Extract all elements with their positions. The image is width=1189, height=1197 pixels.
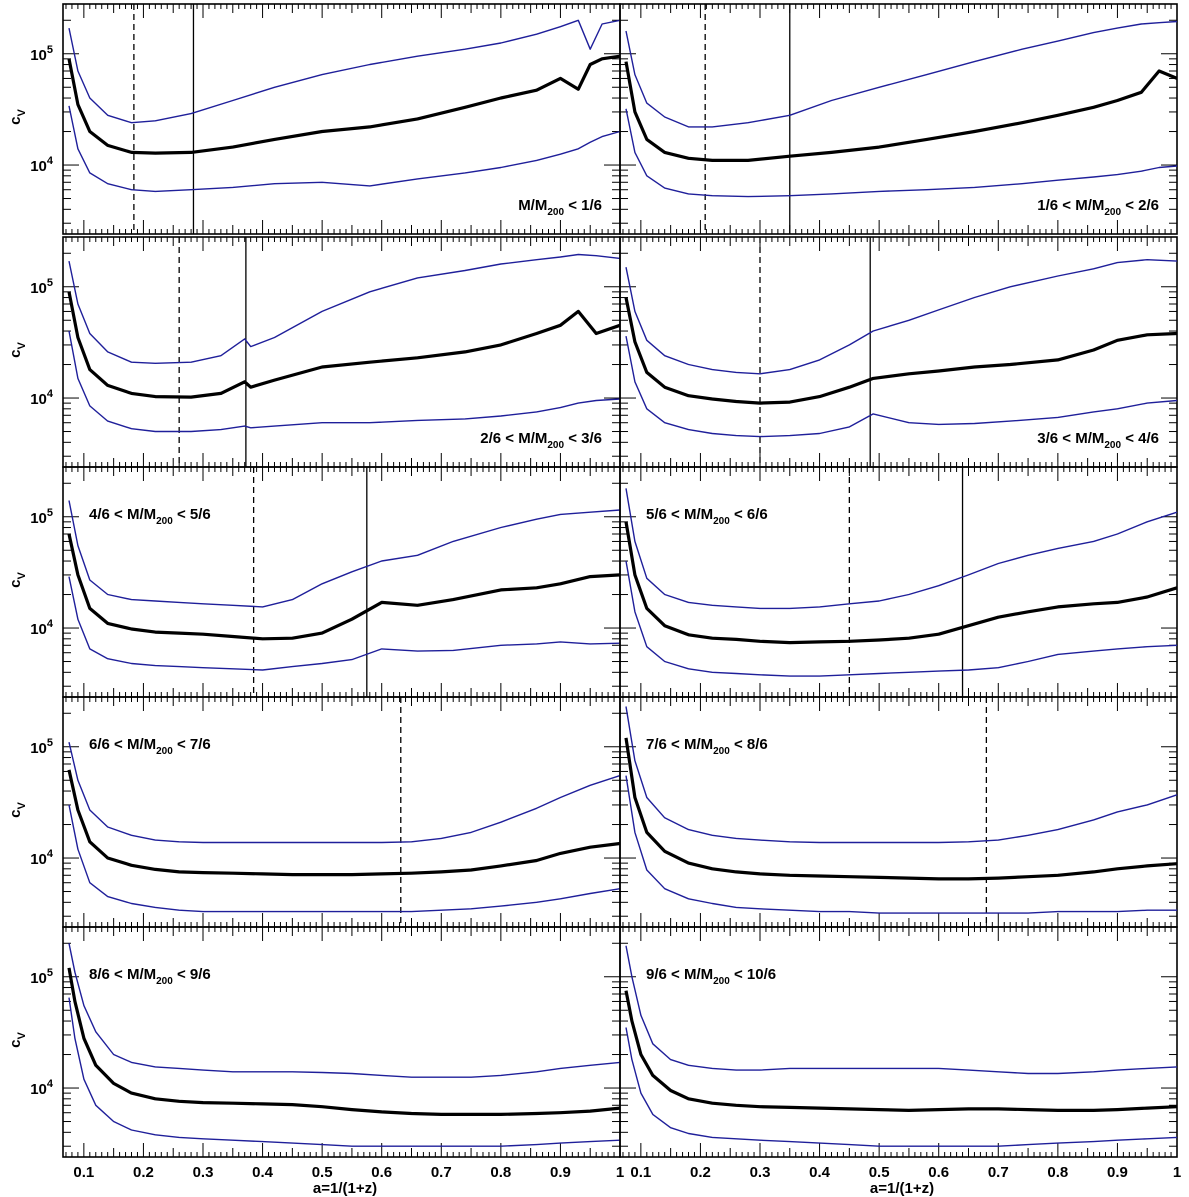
median-line bbox=[67, 291, 621, 399]
upper-percentile-line bbox=[68, 253, 621, 364]
panel-9: 104 105 cV 0.1 0.2 0.3 0.4 0.5 0.6 0.7 0.8 0.9 1 8/6 … bbox=[7, 926, 624, 1181]
y-tick-label: 105 bbox=[30, 967, 53, 987]
y-axis-title: cV bbox=[7, 342, 28, 358]
upper-percentile-line bbox=[625, 706, 1178, 844]
panel-frame bbox=[619, 466, 1178, 698]
y-tick-label: 104 bbox=[30, 155, 54, 175]
x-axis-title-right: a=1/(1+z) bbox=[870, 1180, 934, 1197]
x-tick-label: 1 bbox=[616, 1164, 624, 1181]
x-tick-label: 0.3 bbox=[750, 1164, 771, 1181]
x-tick-label: 0.6 bbox=[371, 1164, 392, 1181]
x-tick-label: 0.5 bbox=[869, 1164, 890, 1181]
x-tick-label: 1 bbox=[1173, 1164, 1181, 1181]
panel-6: 5/6 < M/M200 < 6/6 bbox=[619, 466, 1178, 698]
y-tick-label: 105 bbox=[30, 44, 53, 64]
median-line bbox=[624, 521, 1178, 645]
lower-percentile-line bbox=[68, 330, 621, 433]
upper-percentile-line bbox=[68, 943, 621, 1078]
x-tick-label: 0.9 bbox=[1107, 1164, 1128, 1181]
x-tick-label: 0.2 bbox=[133, 1164, 154, 1181]
y-tick-label: 104 bbox=[30, 848, 54, 868]
panel-8: 7/6 < M/M200 < 8/6 bbox=[619, 696, 1178, 928]
upper-percentile-line bbox=[625, 20, 1178, 128]
panel-3: 104 105 cV 2/6 < M/M200 < 3/6 bbox=[7, 236, 621, 468]
y-tick-label: 105 bbox=[30, 507, 53, 527]
y-axis-title: cV bbox=[7, 572, 28, 588]
upper-percentile-line bbox=[68, 742, 621, 844]
panel-frame bbox=[62, 466, 621, 698]
panel-label: 3/6 < M/M200 < 4/6 bbox=[1037, 430, 1159, 451]
median-line bbox=[67, 769, 621, 877]
median-line bbox=[67, 533, 621, 641]
panel-frame bbox=[619, 696, 1178, 928]
x-tick-label: 0.5 bbox=[312, 1164, 333, 1181]
median-line bbox=[624, 61, 1178, 162]
y-axis-title: cV bbox=[7, 802, 28, 818]
panel-label: 1/6 < M/M200 < 2/6 bbox=[1037, 197, 1159, 218]
x-tick-label: 0.8 bbox=[1047, 1164, 1068, 1181]
y-axis-title: cV bbox=[7, 109, 28, 125]
lower-percentile-line bbox=[68, 997, 621, 1147]
median-line bbox=[67, 54, 621, 155]
y-tick-label: 104 bbox=[30, 388, 54, 408]
panel-4: 3/6 < M/M200 < 4/6 bbox=[619, 236, 1178, 468]
x-axis-titles: a=1/(1+z) a=1/(1+z) bbox=[313, 1180, 934, 1197]
lower-percentile-line bbox=[625, 1027, 1178, 1147]
x-tick-label: 0.4 bbox=[809, 1164, 831, 1181]
y-axis-title: cV bbox=[7, 1032, 28, 1048]
x-tick-label: 0.1 bbox=[73, 1164, 94, 1181]
lower-percentile-line bbox=[625, 775, 1177, 914]
x-tick-label: 0.7 bbox=[431, 1164, 452, 1181]
panel-1: 104 105 cV M/M200 < 1/6 bbox=[7, 3, 621, 235]
panel-7: 104 105 cV 6/6 < M/M200 < 7/6 bbox=[7, 696, 621, 928]
upper-percentile-line bbox=[625, 259, 1178, 375]
panel-frame bbox=[619, 3, 1178, 235]
y-tick-label: 104 bbox=[30, 1078, 54, 1098]
y-tick-label: 105 bbox=[30, 277, 53, 297]
upper-percentile-line bbox=[68, 500, 621, 608]
panel-label: 7/6 < M/M200 < 8/6 bbox=[646, 736, 768, 757]
upper-percentile-line bbox=[68, 19, 621, 124]
panel-label: 2/6 < M/M200 < 3/6 bbox=[480, 430, 602, 451]
lower-percentile-line bbox=[625, 335, 1178, 438]
median-line bbox=[624, 737, 1178, 881]
x-tick-label: 0.6 bbox=[928, 1164, 949, 1181]
x-tick-label: 0.8 bbox=[490, 1164, 511, 1181]
median-line bbox=[624, 990, 1178, 1112]
panel-frame bbox=[619, 926, 1178, 1158]
panel-frame bbox=[62, 926, 621, 1158]
median-line bbox=[624, 297, 1178, 405]
panel-frame bbox=[62, 696, 621, 928]
x-axis-title-left: a=1/(1+z) bbox=[313, 1180, 377, 1197]
upper-percentile-line bbox=[625, 945, 1178, 1075]
lower-percentile-line bbox=[625, 560, 1178, 677]
x-tick-label: 0.1 bbox=[630, 1164, 651, 1181]
lower-percentile-line bbox=[68, 576, 621, 671]
panel-label: M/M200 < 1/6 bbox=[518, 197, 602, 218]
panel-label: 4/6 < M/M200 < 5/6 bbox=[89, 506, 211, 527]
panel-label: 9/6 < M/M200 < 10/6 bbox=[646, 966, 776, 987]
x-tick-label: 0.2 bbox=[690, 1164, 711, 1181]
panel-10: 0.1 0.2 0.3 0.4 0.5 0.6 0.7 0.8 0.9 1 9/6 < M/M200… bbox=[619, 926, 1181, 1181]
lower-percentile-line bbox=[625, 108, 1178, 198]
panel-label: 5/6 < M/M200 < 6/6 bbox=[646, 506, 768, 527]
x-tick-label: 0.4 bbox=[252, 1164, 274, 1181]
y-tick-label: 104 bbox=[30, 618, 54, 638]
lower-percentile-line bbox=[68, 105, 621, 193]
y-tick-label: 105 bbox=[30, 737, 53, 757]
median-line bbox=[67, 967, 621, 1116]
panel-label: 6/6 < M/M200 < 7/6 bbox=[89, 736, 211, 757]
x-tick-label: 0.9 bbox=[550, 1164, 571, 1181]
panel-5: 104 105 cV 4/6 < M/M200 < 5/6 bbox=[7, 466, 621, 698]
upper-percentile-line bbox=[625, 488, 1178, 610]
x-tick-label: 0.7 bbox=[988, 1164, 1009, 1181]
panel-2: 1/6 < M/M200 < 2/6 bbox=[619, 3, 1178, 235]
lower-percentile-line bbox=[68, 804, 621, 913]
x-tick-label: 0.3 bbox=[193, 1164, 214, 1181]
panel-label: 8/6 < M/M200 < 9/6 bbox=[89, 966, 211, 987]
